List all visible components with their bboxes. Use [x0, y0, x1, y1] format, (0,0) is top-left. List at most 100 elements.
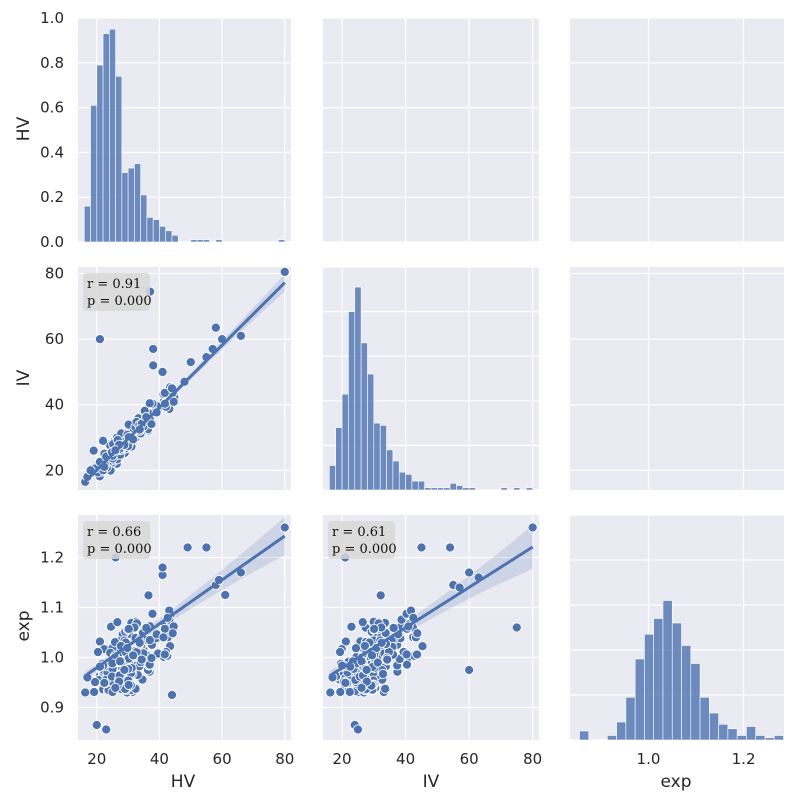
scatter-point	[146, 419, 157, 430]
scatter-point	[89, 686, 100, 698]
histogram-bar	[736, 735, 747, 741]
correlation-annotation-box	[83, 273, 150, 311]
scatter-point	[235, 330, 246, 341]
scatter-point	[361, 664, 372, 675]
histogram-bar	[146, 217, 154, 243]
histogram-bar	[709, 712, 719, 741]
scatter-point	[157, 366, 168, 377]
histogram-bar	[681, 645, 692, 741]
y-axis-label-exp: exp	[14, 610, 34, 641]
scatter-point	[114, 656, 126, 667]
y-tick-label: 0.6	[40, 99, 64, 117]
histogram-bar	[405, 474, 413, 491]
histogram-bar	[392, 460, 400, 491]
histogram-bar	[690, 663, 701, 741]
histogram-bar	[278, 239, 286, 243]
scatter-point	[527, 522, 538, 533]
histogram-bar	[443, 487, 451, 491]
histogram-bar	[625, 696, 636, 741]
histogram-bar	[424, 487, 432, 491]
histogram-bar	[152, 219, 160, 243]
scatter-point	[377, 668, 389, 680]
histogram-bar	[644, 633, 654, 741]
histogram-bar	[616, 721, 627, 741]
scatter-point	[380, 683, 391, 694]
scatter-point	[182, 542, 193, 553]
scatter-point	[356, 682, 367, 693]
histogram-bar	[513, 487, 521, 491]
scatter-point	[401, 659, 413, 670]
scatter-point	[464, 567, 475, 578]
histogram-bar	[171, 234, 179, 243]
histogram-bar	[202, 239, 210, 243]
scatter-point	[94, 636, 105, 647]
histogram-bar	[449, 483, 457, 491]
scatter-point	[359, 640, 370, 652]
histogram-bar	[417, 480, 425, 491]
iv-vs-exp-empty-panel	[570, 267, 784, 490]
correlation-r-value: r = 0.61	[332, 525, 386, 540]
histogram-bar	[341, 393, 349, 491]
y-tick-label: 40	[45, 396, 64, 414]
scatter-point	[80, 687, 91, 698]
x-axis-label-hv: HV	[171, 772, 196, 792]
y-tick-label: 1.0	[40, 9, 64, 27]
y-tick-label: 0.0	[40, 233, 64, 251]
histogram-bar	[329, 465, 337, 491]
scatter-point	[352, 724, 363, 735]
scatter-point	[123, 679, 134, 691]
histogram-bar	[109, 28, 116, 243]
histogram-bar	[159, 226, 167, 243]
scatter-point	[369, 623, 380, 634]
scatter-point	[325, 687, 336, 698]
scatter-point	[166, 689, 178, 701]
scatter-point	[143, 590, 154, 601]
histogram-bar	[386, 449, 394, 491]
scatter-point	[445, 542, 456, 553]
panel-background	[570, 267, 784, 490]
x-tick-label: 1.2	[732, 750, 756, 768]
scatter-point	[382, 654, 393, 665]
y-axis-label-iv: IV	[14, 369, 34, 386]
histogram-bar	[746, 726, 757, 741]
exp-vs-hv-scatter-panel: r = 0.66 p = 0.000	[78, 515, 291, 740]
scatter-point	[210, 322, 221, 333]
x-tick-label: 80	[275, 750, 294, 768]
scatter-point	[166, 383, 178, 394]
scatter-point	[148, 343, 159, 355]
correlation-r-value: r = 0.66	[87, 525, 141, 540]
scatter-point	[92, 646, 104, 658]
axes-text-layer: HV IV exp HV IV exp 0.0 0.2 0.4 0.6 0.8 1.0 20…	[14, 9, 756, 792]
x-tick-label: 1.0	[637, 750, 661, 768]
x-tick-label: 20	[333, 750, 352, 768]
histogram-bar	[90, 105, 98, 243]
histogram-bar	[83, 205, 91, 243]
scatter-point	[185, 357, 196, 368]
scatter-point	[388, 622, 399, 633]
histogram-bar	[115, 75, 123, 243]
scatter-point	[344, 686, 355, 698]
histogram-bar	[335, 427, 343, 491]
histogram-bar	[456, 485, 464, 491]
iv-histogram-panel	[323, 266, 539, 491]
histogram-bar	[462, 487, 470, 491]
histogram-bar	[373, 422, 381, 491]
histogram-bar	[367, 373, 375, 491]
histogram-bar	[134, 163, 141, 243]
histogram-bar	[354, 286, 362, 491]
y-tick-label: 0.9	[40, 699, 64, 717]
scatter-point	[279, 266, 290, 277]
correlation-p-value: p = 0.000	[87, 294, 152, 309]
hv-histogram-panel	[78, 17, 291, 243]
scatter-point	[101, 724, 112, 735]
x-tick-label: 80	[523, 750, 542, 768]
x-tick-label: 60	[213, 750, 232, 768]
scatter-point	[335, 646, 346, 658]
scatter-point	[146, 653, 157, 664]
scatter-point	[123, 623, 134, 634]
hv-vs-iv-empty-panel	[323, 17, 539, 243]
y-tick-label: 1.2	[40, 549, 64, 567]
scatter-point	[412, 628, 423, 639]
histogram-bar	[379, 425, 387, 491]
